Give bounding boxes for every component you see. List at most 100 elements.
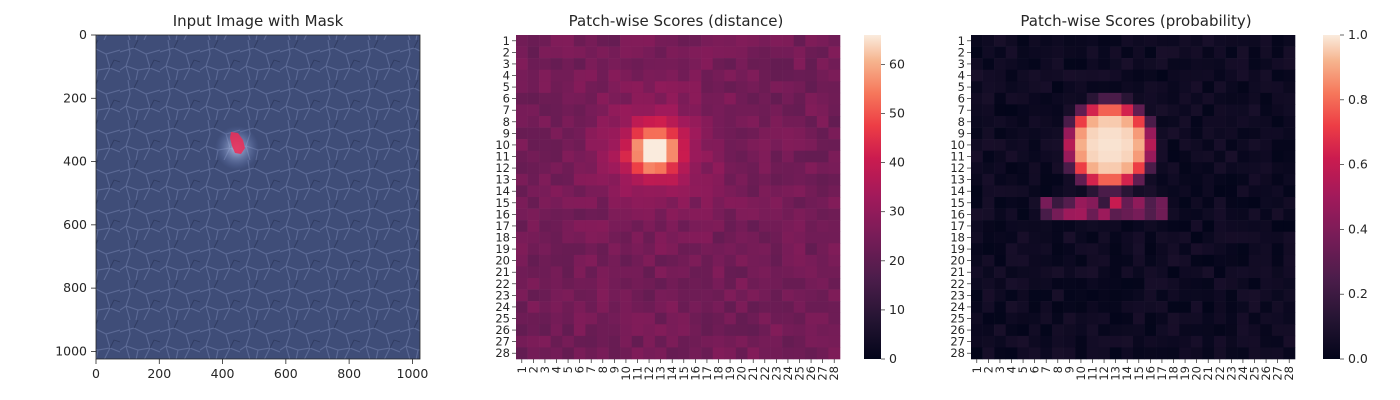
heatmap-cell [1063,301,1076,314]
heatmap-cell [620,324,633,337]
heatmap-cell [1040,208,1053,221]
heatmap-cell [597,92,609,105]
heatmap-cell [585,197,598,209]
heatmap-cell [712,69,725,82]
heatmap-cell [631,127,644,140]
heatmap-cell [805,116,818,128]
heatmap-cell [1028,254,1041,267]
heatmap-cell [620,150,633,163]
heatmap-cell [1063,335,1076,348]
heatmap-cell [597,197,609,209]
heatmap-cell [1086,139,1099,152]
heatmap-cell [573,58,586,71]
heatmap-cell [689,347,702,360]
heatmap-cell [562,197,575,209]
heatmap-cell [782,220,795,233]
heatmap-cell [1109,173,1122,186]
heatmap-cell [1133,289,1145,302]
heatmap-cell [805,347,818,360]
x-tick-label: 1 [515,366,529,373]
x-tick-label: 8 [1051,366,1065,373]
heatmap-cell [1167,278,1180,290]
heatmap-cell [1179,69,1192,82]
heatmap-cell [1086,278,1099,290]
heatmap-cell [1005,116,1018,128]
heatmap-cell [1179,231,1192,244]
heatmap-cell [1075,231,1088,244]
heatmap-cell [1225,58,1238,71]
heatmap-cell [816,220,829,233]
heatmap-cell [759,301,771,314]
heatmap-cell [1052,116,1064,128]
heatmap-cell [678,220,690,233]
heatmap-cell [1167,301,1180,314]
heatmap-cell [1075,162,1088,175]
heatmap-cell [994,231,1007,244]
heatmap-cell [631,35,644,47]
heatmap-cell [1063,69,1076,82]
heatmap-cell [816,127,829,140]
heatmap-cell [585,116,598,128]
heatmap-cell [816,289,829,302]
heatmap-cell [608,289,621,302]
heatmap-cell [527,46,540,59]
heatmap-cell [1086,162,1099,175]
heatmap-cell [1005,324,1018,337]
heatmap-cell [527,69,540,82]
heatmap-cell [805,150,818,163]
heatmap-cell [1179,243,1192,256]
heatmap-cell [1017,185,1030,198]
heatmap-cell [1121,312,1134,325]
heatmap-cell [689,231,702,244]
heatmap-cell [678,243,690,256]
x-tick-label: 28 [827,366,841,381]
heatmap-cell [654,173,667,186]
heatmap-cell [608,254,621,267]
heatmap-cell [793,278,806,290]
heatmap-cell [793,81,806,94]
heatmap-cell [631,347,644,360]
y-tick-label: 6 [958,92,965,106]
heatmap-cell [1144,243,1157,256]
heatmap-cell [971,35,983,47]
heatmap-cell [620,278,633,290]
heatmap-cell [1121,58,1134,71]
heatmap-cell [747,324,760,337]
x-tick-label: 2 [526,366,540,373]
heatmap-cell [712,347,725,360]
heatmap-cell [1283,150,1296,163]
heatmap-cell [1248,278,1261,290]
y-tick-label: 22 [495,277,510,291]
heatmap-cell [1225,162,1238,175]
heatmap-cell [782,92,795,105]
heatmap-cell [608,81,621,94]
heatmap-cell [1098,335,1111,348]
heatmap-cell [747,231,760,244]
heatmap-cell [1202,81,1215,94]
x-tick-label: 400 [211,366,235,381]
heatmap-cell [1190,347,1203,360]
heatmap-cell [527,278,540,290]
x-tick-label: 24 [781,366,795,381]
heatmap-cell [1248,220,1261,233]
heatmap-cell [982,289,995,302]
heatmap-cell [828,301,841,314]
heatmap-cell [1052,220,1064,233]
heatmap-cell [805,301,818,314]
heatmap-cell [1028,301,1041,314]
heatmap-cell [994,347,1007,360]
heatmap-cell [1237,116,1250,128]
heatmap-cell [643,116,656,128]
heatmap-cell [643,69,656,82]
heatmap-cell [550,254,563,267]
heatmap-cell [643,254,656,267]
heatmap-cell [1283,58,1296,71]
heatmap-cell [631,173,644,186]
heatmap-cell [539,289,552,302]
heatmap-cell [1225,150,1238,163]
heatmap-cell [562,69,575,82]
heatmap-cell [994,81,1007,94]
heatmap-cell [1075,104,1088,117]
heatmap-cell [643,266,656,279]
heatmap-cell [527,324,540,337]
